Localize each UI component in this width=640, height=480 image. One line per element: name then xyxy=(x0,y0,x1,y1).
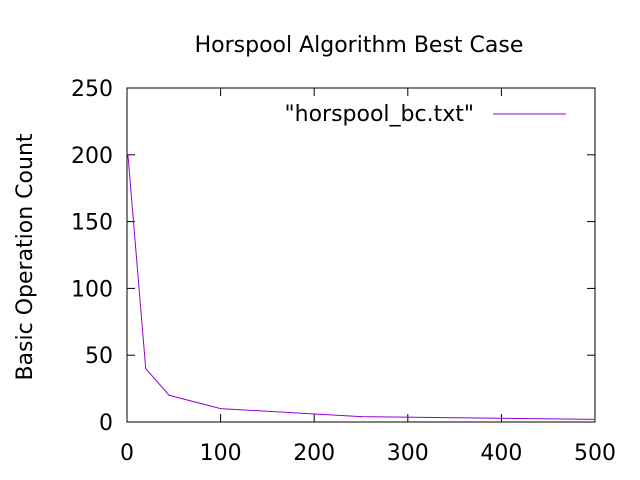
x-tick-label: 100 xyxy=(200,441,242,466)
legend-entry-label: "horspool_bc.txt" xyxy=(285,102,474,127)
data-point xyxy=(168,394,170,396)
y-tick-label: 250 xyxy=(71,77,113,102)
plot-frame xyxy=(126,87,596,423)
y-axis-label: Basic Operation Count xyxy=(13,133,38,380)
y-tick-label: 150 xyxy=(71,211,113,236)
data-point xyxy=(145,367,147,370)
data-point xyxy=(360,416,362,418)
axis-ticks xyxy=(126,87,596,423)
y-tick-label: 100 xyxy=(71,277,113,302)
y-tick-label: 200 xyxy=(71,144,113,169)
y-tick-label: 0 xyxy=(99,411,113,436)
x-tick-label: 200 xyxy=(293,441,335,466)
series-line xyxy=(127,154,596,420)
data-point xyxy=(127,154,129,156)
legend: "horspool_bc.txt" xyxy=(285,102,566,127)
data-point xyxy=(594,418,596,420)
x-tick-label: 300 xyxy=(387,441,429,466)
y-tick-label: 50 xyxy=(85,344,113,369)
x-tick-label: 500 xyxy=(574,441,616,466)
axis-tick-labels: 0 100 200 300 400 500 0 50 100 150 200 250 xyxy=(71,77,616,466)
data-point xyxy=(220,408,222,410)
x-tick-label: 400 xyxy=(480,441,522,466)
data-points xyxy=(127,154,596,420)
x-tick-label: 0 xyxy=(120,441,134,466)
chart-title: Horspool Algorithm Best Case xyxy=(195,33,524,58)
